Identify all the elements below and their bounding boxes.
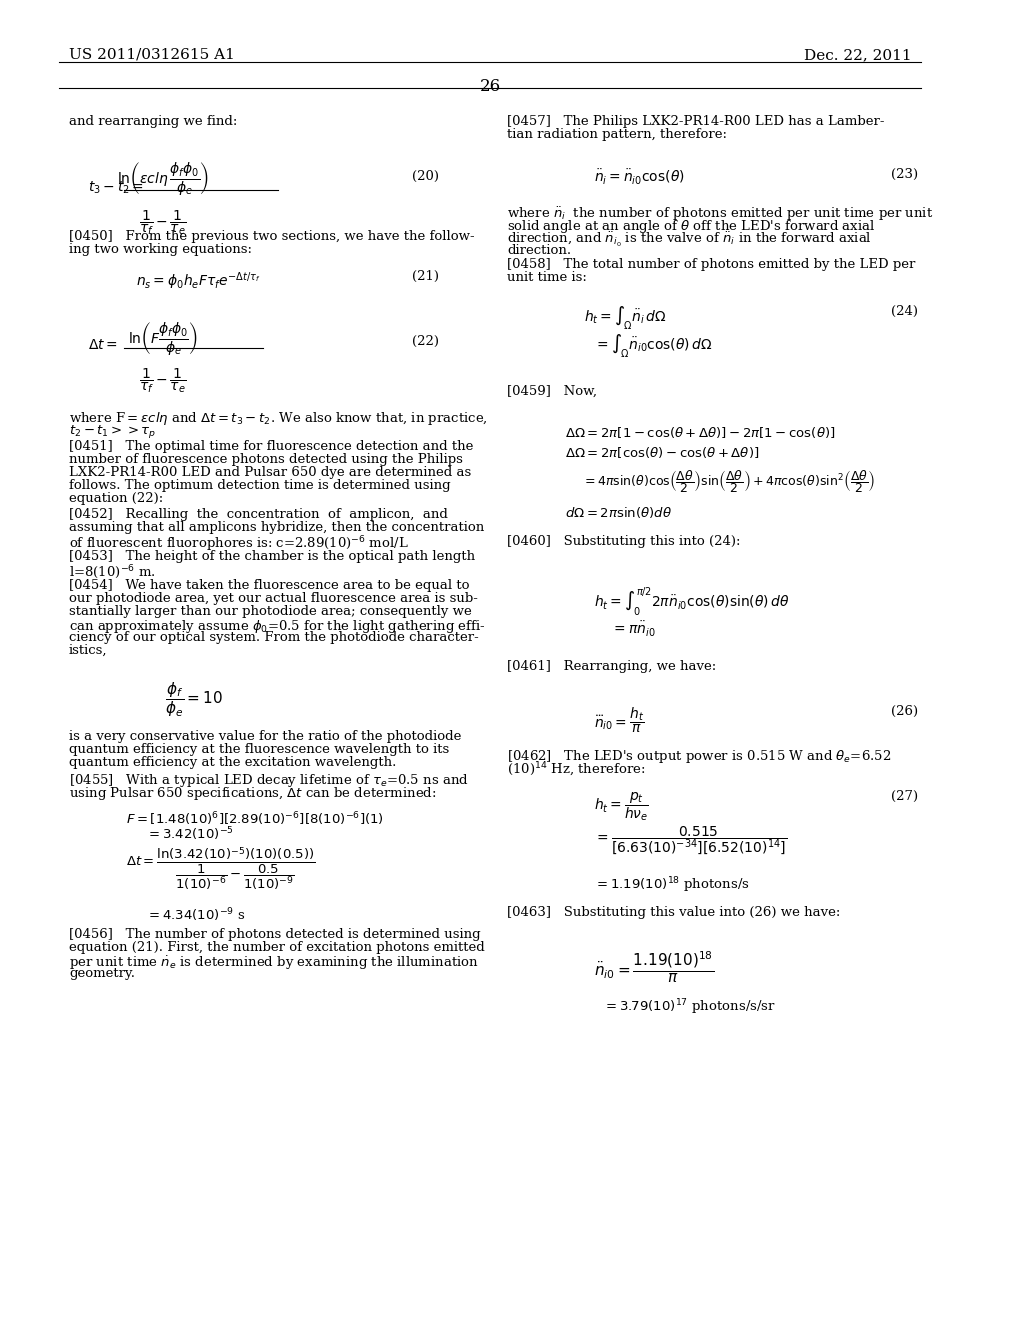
Text: our photodiode area, yet our actual fluorescence area is sub-: our photodiode area, yet our actual fluo… [69, 591, 478, 605]
Text: (22): (22) [412, 335, 438, 348]
Text: $n_s = \phi_0 h_e F\tau_f e^{-\Delta t/\tau_f}$: $n_s = \phi_0 h_e F\tau_f e^{-\Delta t/\… [136, 271, 260, 292]
Text: ing two working equations:: ing two working equations: [69, 243, 252, 256]
Text: $\ddot{n}_i = \ddot{n}_{i0}\cos(\theta)$: $\ddot{n}_i = \ddot{n}_{i0}\cos(\theta)$ [594, 168, 684, 187]
Text: equation (21). First, the number of excitation photons emitted: equation (21). First, the number of exci… [69, 941, 484, 954]
Text: [0454]   We have taken the fluorescence area to be equal to: [0454] We have taken the fluorescence ar… [69, 579, 469, 591]
Text: [0459]   Now,: [0459] Now, [508, 385, 597, 399]
Text: [0460]   Substituting this into (24):: [0460] Substituting this into (24): [508, 535, 741, 548]
Text: $= 3.42(10)^{-5}$: $= 3.42(10)^{-5}$ [145, 825, 233, 842]
Text: [0463]   Substituting this value into (26) we have:: [0463] Substituting this value into (26)… [508, 906, 841, 919]
Text: l=8(10)$^{-6}$ m.: l=8(10)$^{-6}$ m. [69, 564, 156, 581]
Text: can approximately assume $\phi_0$=0.5 for the light gathering effi-: can approximately assume $\phi_0$=0.5 fo… [69, 618, 485, 635]
Text: per unit time $\dot{n}_e$ is determined by examining the illumination: per unit time $\dot{n}_e$ is determined … [69, 954, 479, 972]
Text: $\Delta\Omega = 2\pi[\cos(\theta) - \cos(\theta + \Delta\theta)]$: $\Delta\Omega = 2\pi[\cos(\theta) - \cos… [565, 445, 759, 459]
Text: $= 3.79(10)^{17}$ photons/s/sr: $= 3.79(10)^{17}$ photons/s/sr [603, 997, 776, 1016]
Text: $\dfrac{1}{\tau_f}-\dfrac{1}{\tau_e}$: $\dfrac{1}{\tau_f}-\dfrac{1}{\tau_e}$ [139, 366, 186, 395]
Text: LXK2-PR14-R00 LED and Pulsar 650 dye are determined as: LXK2-PR14-R00 LED and Pulsar 650 dye are… [69, 466, 471, 479]
Text: $F = [1.48(10)^6][2.89(10)^{-6}][8(10)^{-6}](1)$: $F = [1.48(10)^6][2.89(10)^{-6}][8(10)^{… [126, 810, 384, 828]
Text: and rearranging we find:: and rearranging we find: [69, 115, 238, 128]
Text: [0457]   The Philips LXK2-PR14-R00 LED has a Lamber-: [0457] The Philips LXK2-PR14-R00 LED has… [508, 115, 885, 128]
Text: [0461]   Rearranging, we have:: [0461] Rearranging, we have: [508, 660, 717, 673]
Text: is a very conservative value for the ratio of the photodiode: is a very conservative value for the rat… [69, 730, 462, 743]
Text: direction, and $\ddot{n}_{i_0}$ is the valve of $\ddot{n}_i$ in the forward axia: direction, and $\ddot{n}_{i_0}$ is the v… [508, 231, 872, 249]
Text: using Pulsar 650 specifications, $\Delta t$ can be determined:: using Pulsar 650 specifications, $\Delta… [69, 785, 436, 803]
Text: $d\Omega = 2\pi\sin(\theta)d\theta$: $d\Omega = 2\pi\sin(\theta)d\theta$ [565, 506, 672, 520]
Text: $= 4\pi\sin(\theta)\cos\!\left(\dfrac{\Delta\theta}{2}\right)\sin\!\left(\dfrac{: $= 4\pi\sin(\theta)\cos\!\left(\dfrac{\D… [583, 469, 876, 495]
Text: (20): (20) [412, 170, 438, 183]
Text: $t_2 - t_1 >> \tau_p$: $t_2 - t_1 >> \tau_p$ [69, 422, 156, 440]
Text: unit time is:: unit time is: [508, 271, 588, 284]
Text: $= \int_\Omega \ddot{n}_{i0}\cos(\theta)\, d\Omega$: $= \int_\Omega \ddot{n}_{i0}\cos(\theta)… [594, 333, 712, 360]
Text: stantially larger than our photodiode area; consequently we: stantially larger than our photodiode ar… [69, 605, 472, 618]
Text: istics,: istics, [69, 644, 108, 657]
Text: tian radiation pattern, therefore:: tian radiation pattern, therefore: [508, 128, 727, 141]
Text: solid angle at an angle of $\theta$ off the LED's forward axial: solid angle at an angle of $\theta$ off … [508, 218, 876, 235]
Text: $h_t = \int_0^{\pi/2} 2\pi\ddot{n}_{i0}\cos(\theta)\sin(\theta)\, d\theta$: $h_t = \int_0^{\pi/2} 2\pi\ddot{n}_{i0}\… [594, 585, 790, 618]
Text: (10)$^{14}$ Hz, therefore:: (10)$^{14}$ Hz, therefore: [508, 762, 646, 779]
Text: [0453]   The height of the chamber is the optical path length: [0453] The height of the chamber is the … [69, 550, 475, 564]
Text: $\dfrac{\phi_f}{\phi_e} = 10$: $\dfrac{\phi_f}{\phi_e} = 10$ [165, 680, 223, 719]
Text: $h_t = \dfrac{p_t}{h\nu_e}$: $h_t = \dfrac{p_t}{h\nu_e}$ [594, 789, 648, 822]
Text: $\ddot{n}_{i0} = \dfrac{1.19(10)^{18}}{\pi}$: $\ddot{n}_{i0} = \dfrac{1.19(10)^{18}}{\… [594, 950, 714, 986]
Text: follows. The optimum detection time is determined using: follows. The optimum detection time is d… [69, 479, 451, 492]
Text: quantum efficiency at the fluorescence wavelength to its: quantum efficiency at the fluorescence w… [69, 743, 450, 756]
Text: where F$=\varepsilon cl\eta$ and $\Delta t = t_3 - t_2$. We also know that, in p: where F$=\varepsilon cl\eta$ and $\Delta… [69, 411, 487, 426]
Text: $\Delta t=$: $\Delta t=$ [88, 338, 118, 352]
Text: (23): (23) [891, 168, 918, 181]
Text: direction.: direction. [508, 244, 571, 257]
Text: 26: 26 [479, 78, 501, 95]
Text: $\dfrac{1}{\tau_f}-\dfrac{1}{\tau_e}$: $\dfrac{1}{\tau_f}-\dfrac{1}{\tau_e}$ [139, 209, 186, 236]
Text: [0452]   Recalling  the  concentration  of  amplicon,  and: [0452] Recalling the concentration of am… [69, 508, 447, 521]
Text: $\Delta\Omega = 2\pi[1 - \cos(\theta + \Delta\theta)] - 2\pi[1 - \cos(\theta)]$: $\Delta\Omega = 2\pi[1 - \cos(\theta + \… [565, 425, 836, 440]
Text: $= \dfrac{0.515}{[6.63(10)^{-34}][6.52(10)^{14}]}$: $= \dfrac{0.515}{[6.63(10)^{-34}][6.52(1… [594, 825, 787, 857]
Text: [0462]   The LED's output power is 0.515 W and $\theta_e$=6.52: [0462] The LED's output power is 0.515 W… [508, 748, 892, 766]
Text: Dec. 22, 2011: Dec. 22, 2011 [804, 48, 911, 62]
Text: $h_t = \int_\Omega \ddot{n}_i\, d\Omega$: $h_t = \int_\Omega \ddot{n}_i\, d\Omega$ [584, 305, 667, 333]
Text: of fluorescent fluorophores is: c=2.89(10)$^{-6}$ mol/L: of fluorescent fluorophores is: c=2.89(1… [69, 535, 409, 553]
Text: $t_3-t_2=$: $t_3-t_2=$ [88, 180, 144, 197]
Text: quantum efficiency at the excitation wavelength.: quantum efficiency at the excitation wav… [69, 756, 396, 770]
Text: [0450]   From the previous two sections, we have the follow-: [0450] From the previous two sections, w… [69, 230, 474, 243]
Text: where $\ddot{n}_i$  the number of photons emitted per unit time per unit: where $\ddot{n}_i$ the number of photons… [508, 205, 934, 223]
Text: [0458]   The total number of photons emitted by the LED per: [0458] The total number of photons emitt… [508, 257, 915, 271]
Text: (24): (24) [891, 305, 918, 318]
Text: $\ln\!\left(\varepsilon cl\eta\,\dfrac{\phi_f\phi_0}{\phi_e}\right)$: $\ln\!\left(\varepsilon cl\eta\,\dfrac{\… [117, 160, 209, 197]
Text: (21): (21) [412, 271, 438, 282]
Text: $\dddot{n}_{i0} = \dfrac{h_t}{\pi}$: $\dddot{n}_{i0} = \dfrac{h_t}{\pi}$ [594, 705, 644, 735]
Text: equation (22):: equation (22): [69, 492, 163, 506]
Text: $= 1.19(10)^{18}$ photons/s: $= 1.19(10)^{18}$ photons/s [594, 875, 750, 895]
Text: geometry.: geometry. [69, 968, 135, 979]
Text: $\Delta t = \dfrac{\ln(3.42(10)^{-5})(10)(0.5))}{\dfrac{1}{1(10)^{-6}}-\dfrac{0.: $\Delta t = \dfrac{\ln(3.42(10)^{-5})(10… [126, 846, 316, 894]
Text: assuming that all amplicons hybridize, then the concentration: assuming that all amplicons hybridize, t… [69, 521, 484, 535]
Text: $\ln\!\left(F\dfrac{\phi_f\phi_0}{\phi_e}\right)$: $\ln\!\left(F\dfrac{\phi_f\phi_0}{\phi_e… [128, 319, 198, 356]
Text: [0455]   With a typical LED decay lifetime of $\tau_e$=0.5 ns and: [0455] With a typical LED decay lifetime… [69, 772, 469, 789]
Text: $= \pi \ddot{n}_{i0}$: $= \pi \ddot{n}_{i0}$ [611, 620, 655, 639]
Text: [0451]   The optimal time for fluorescence detection and the: [0451] The optimal time for fluorescence… [69, 440, 473, 453]
Text: ciency of our optical system. From the photodiode character-: ciency of our optical system. From the p… [69, 631, 478, 644]
Text: (26): (26) [891, 705, 918, 718]
Text: $= 4.34(10)^{-9}$ s: $= 4.34(10)^{-9}$ s [145, 906, 245, 924]
Text: number of fluorescence photons detected using the Philips: number of fluorescence photons detected … [69, 453, 463, 466]
Text: (27): (27) [891, 789, 918, 803]
Text: [0456]   The number of photons detected is determined using: [0456] The number of photons detected is… [69, 928, 480, 941]
Text: US 2011/0312615 A1: US 2011/0312615 A1 [69, 48, 234, 62]
